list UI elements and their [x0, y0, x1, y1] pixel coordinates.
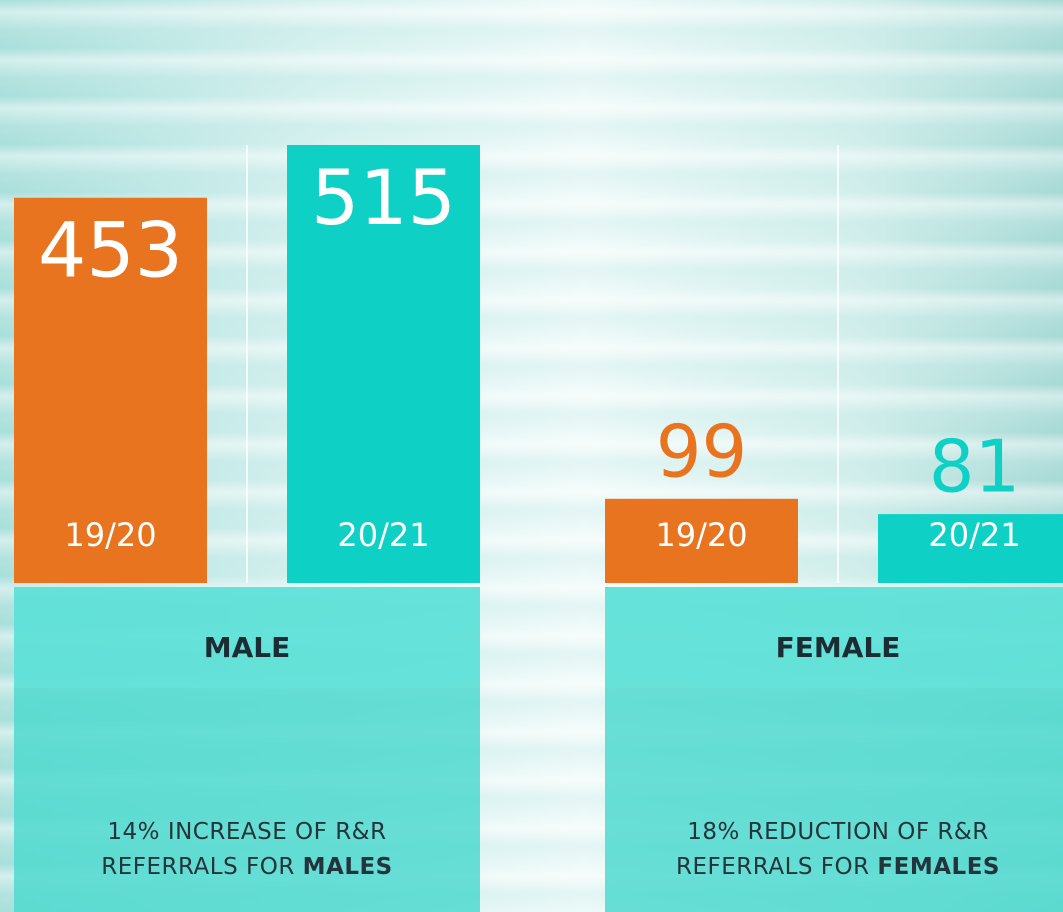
caption: 18% REDUCTION OF R&R REFERRALS FOR FEMAL… — [658, 815, 1018, 885]
caption: 14% INCREASE OF R&R REFERRALS FOR MALES — [67, 815, 427, 885]
series-label: 20/21 — [928, 516, 1020, 554]
chart: 453 19/20 515 20/21 MALE 99 19/20 81 20/21 FEMALE — [0, 0, 1063, 912]
value-label: 515 — [311, 153, 456, 242]
value-label: 81 — [929, 425, 1021, 509]
series-label: 19/20 — [64, 516, 156, 554]
infographic: 453 19/20 515 20/21 MALE 99 19/20 81 20/21 FEMALE… — [0, 0, 1063, 912]
series-label: 19/20 — [655, 516, 747, 554]
value-label: 453 — [38, 206, 183, 295]
series-label: 20/21 — [337, 516, 429, 554]
caption-emphasis: MALES — [303, 854, 393, 880]
category-label: FEMALE — [776, 631, 901, 664]
value-label: 99 — [656, 409, 748, 493]
caption-emphasis: FEMALES — [877, 854, 1000, 880]
category-label: MALE — [204, 631, 291, 664]
